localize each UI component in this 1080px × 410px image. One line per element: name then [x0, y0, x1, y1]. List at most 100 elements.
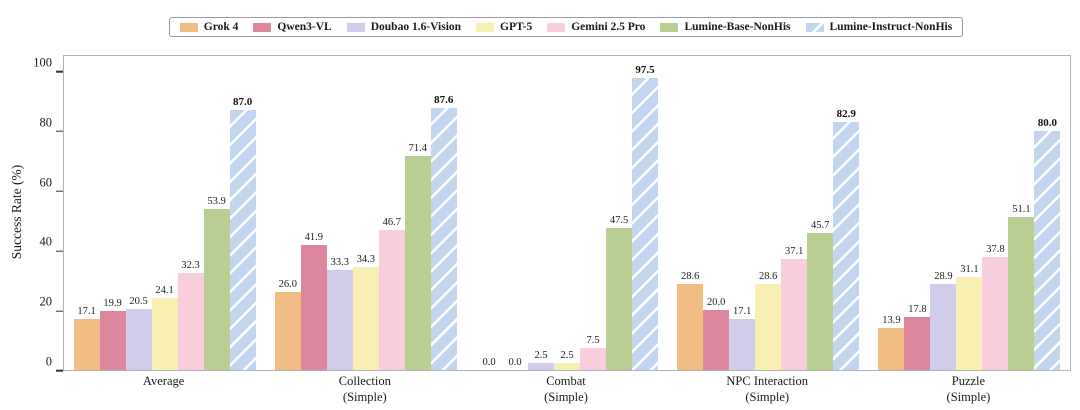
- bar-value-label: 97.5: [635, 64, 655, 77]
- bar-doubao-1-6-vision-1: 33.3: [326, 257, 353, 370]
- legend-swatch-icon: [346, 22, 365, 32]
- bar-gemini-2-5-pro-4: 37.8: [982, 244, 1009, 370]
- legend-item-0: Grok 4: [179, 21, 239, 33]
- bar-value-label: 0.0: [508, 357, 522, 368]
- y-tick-mark: [56, 190, 63, 192]
- bar-lumine-instruct-nonhis-4: 80.0: [1034, 117, 1061, 370]
- bar-value-label: 17.8: [908, 303, 927, 315]
- bar-value-label: 24.1: [155, 284, 174, 296]
- bar-grok-4-1: 26.0: [274, 279, 301, 370]
- legend-swatch-icon: [660, 22, 679, 32]
- bar-grok-4-4: 13.9: [878, 315, 905, 370]
- bar-value-label: 87.0: [232, 95, 253, 108]
- bar-gemini-2-5-pro-3: 37.1: [781, 246, 808, 370]
- legend-swatch-icon: [253, 22, 272, 32]
- y-tick-mark: [56, 369, 63, 372]
- bar-gpt-5-2: 2.5: [554, 350, 580, 370]
- bar-value-label: 87.6: [434, 94, 454, 107]
- x-category-label-1: Collection (Simple): [338, 374, 391, 405]
- bar-value-label: 34.3: [356, 254, 375, 266]
- legend-label: Lumine-Base-NonHis: [684, 21, 791, 33]
- bar-lumine-instruct-nonhis-1: 87.6: [430, 94, 457, 370]
- bar-grok-4-0: 17.1: [73, 306, 100, 370]
- legend-label: Lumine-Instruct-NonHis: [829, 21, 953, 33]
- y-tick-mark: [56, 70, 63, 73]
- legend-swatch-icon: [179, 22, 198, 32]
- legend-item-6: Lumine-Instruct-NonHis: [805, 21, 953, 33]
- bar-value-label: 31.1: [960, 264, 979, 275]
- bar-value-label: 13.9: [882, 315, 901, 327]
- x-category-label-4: Puzzle (Simple): [946, 374, 991, 405]
- y-tick-label: 60: [39, 175, 53, 190]
- bar-gpt-5-4: 31.1: [956, 264, 983, 370]
- bar-group-1: 26.0 41.9 33.3 34.3 46.7 71.4 87.6: [265, 56, 466, 370]
- bar-value-label: 17.1: [733, 305, 752, 317]
- y-tick-label: 100: [33, 55, 52, 70]
- legend-item-3: GPT-5: [476, 21, 532, 33]
- legend-swatch-icon: [476, 22, 495, 32]
- bar-value-label: 45.7: [811, 220, 830, 232]
- y-tick-label: 40: [39, 234, 53, 249]
- bar-qwen3-vl-0: 19.9: [99, 298, 126, 370]
- bar-value-label: 47.5: [609, 214, 629, 226]
- bar-value-label: 33.3: [330, 257, 349, 269]
- bar-qwen3-vl-3: 20.0: [703, 297, 730, 370]
- legend-box: Grok 4 Qwen3-VL Doubao 1.6-Vision GPT-5 Gemi…: [168, 17, 964, 37]
- bar-value-label: 32.3: [181, 260, 200, 272]
- bar-group-3: 28.6 20.0 17.1 28.6 37.1 45.7 82.9: [668, 56, 869, 370]
- bar-value-label: 26.0: [278, 279, 297, 291]
- bar-value-label: 37.8: [986, 243, 1005, 255]
- bar-doubao-1-6-vision-2: 2.5: [528, 350, 554, 370]
- plot-area: 0 20 40 60 80 100 17.1 19.9 20.5 24.1 32.3 53.9 87.…: [33, 55, 1071, 372]
- bar-lumine-instruct-nonhis-2: 97.5: [632, 64, 658, 370]
- bar-value-label: 41.9: [304, 231, 323, 243]
- bar-value-label: 80.0: [1037, 116, 1058, 129]
- x-category-label-2: Combat (Simple): [544, 374, 588, 405]
- bar-value-label: 82.9: [836, 108, 856, 121]
- bar-group-0: 17.1 19.9 20.5 24.1 32.3 53.9 87.0: [64, 56, 265, 370]
- bar-value-label: 51.1: [1012, 204, 1031, 216]
- bar-value-label: 0.0: [482, 357, 496, 368]
- bar-gpt-5-0: 24.1: [151, 285, 178, 370]
- legend-item-4: Gemini 2.5 Pro: [547, 21, 645, 33]
- bar-groups: 17.1 19.9 20.5 24.1 32.3 53.9 87.0 26.0 41.9 33.3…: [64, 56, 1070, 370]
- bar-gemini-2-5-pro-2: 7.5: [580, 335, 606, 370]
- bar-value-label: 2.5: [560, 349, 574, 361]
- bar-lumine-base-nonhis-2: 47.5: [606, 215, 632, 370]
- legend: Grok 4 Qwen3-VL Doubao 1.6-Vision GPT-5 Gemi…: [63, 17, 1069, 37]
- bar-value-label: 46.7: [382, 217, 401, 229]
- x-axis-labels: Average Collection (Simple) Combat (Simple…: [63, 373, 1069, 406]
- legend-item-5: Lumine-Base-NonHis: [660, 21, 791, 33]
- bar-doubao-1-6-vision-3: 17.1: [729, 306, 756, 370]
- y-tick-mark: [56, 250, 63, 252]
- bar-value-label: 37.1: [785, 246, 804, 258]
- bar-doubao-1-6-vision-0: 20.5: [125, 296, 152, 370]
- y-tick-label: 80: [39, 115, 53, 130]
- bar-value-label: 28.6: [681, 271, 700, 283]
- y-axis-title: Success Rate (%): [9, 164, 24, 260]
- bar-grok-4-3: 28.6: [677, 271, 704, 370]
- legend-label: Qwen3-VL: [277, 21, 332, 33]
- legend-label: Grok 4: [203, 21, 239, 33]
- bar-lumine-base-nonhis-4: 51.1: [1008, 204, 1035, 370]
- bar-value-label: 53.9: [207, 195, 226, 207]
- legend-label: Doubao 1.6-Vision: [370, 21, 462, 33]
- legend-item-1: Qwen3-VL: [253, 21, 332, 33]
- y-tick-mark: [56, 130, 63, 133]
- bar-value-label: 7.5: [586, 334, 600, 346]
- x-category-label-3: NPC Interaction (Simple): [726, 374, 808, 405]
- legend-label: Gemini 2.5 Pro: [571, 21, 646, 33]
- bar-gemini-2-5-pro-0: 32.3: [177, 260, 204, 370]
- bar-lumine-instruct-nonhis-3: 82.9: [833, 108, 860, 370]
- bar-qwen3-vl-1: 41.9: [300, 232, 327, 370]
- bar-gpt-5-3: 28.6: [755, 271, 782, 370]
- bar-lumine-base-nonhis-3: 45.7: [807, 220, 834, 370]
- bar-value-label: 28.9: [934, 270, 953, 282]
- bar-lumine-instruct-nonhis-0: 87.0: [229, 96, 256, 370]
- y-tick-label: 0: [45, 354, 52, 369]
- y-tick-mark: [56, 310, 63, 312]
- bar-value-label: 20.5: [129, 295, 148, 307]
- bar-value-label: 71.4: [408, 143, 427, 155]
- x-category-label-0: Average: [142, 374, 185, 388]
- bar-qwen3-vl-4: 17.8: [904, 304, 931, 370]
